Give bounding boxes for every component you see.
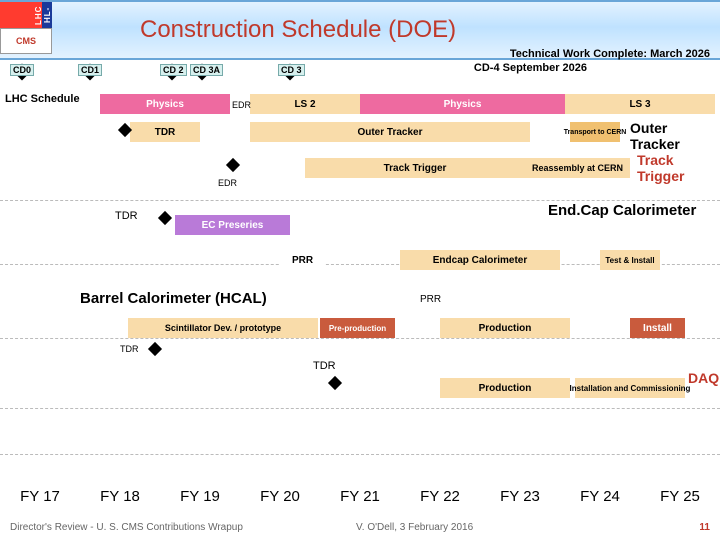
gantt-bar: EC Preseries: [175, 215, 290, 235]
gantt-bar: Test & Install: [600, 250, 660, 270]
fiscal-year-label: FY 18: [80, 488, 160, 512]
gantt-bar: Install: [630, 318, 685, 338]
annotation-label: EDR: [218, 178, 237, 188]
gantt-bar: Endcap Calorimeter: [400, 250, 560, 270]
divider-line: [0, 338, 720, 339]
small-diamond: [148, 342, 162, 356]
gantt-bar: Installation and Commissioning: [575, 378, 685, 398]
fiscal-year-label: FY 24: [560, 488, 640, 512]
fiscal-year-row: FY 17FY 18FY 19FY 20FY 21FY 22FY 23FY 24…: [0, 488, 720, 512]
gantt-bar: LS 3: [565, 94, 715, 114]
milestone-label: CD 2: [160, 64, 187, 76]
small-diamond: [226, 158, 240, 172]
gantt-bar: Production: [440, 378, 570, 398]
page-number: 11: [699, 522, 710, 533]
small-diamond: [158, 211, 172, 225]
gantt-bar: PRR: [280, 250, 325, 270]
gantt-bar: TDR: [130, 122, 200, 142]
gantt-bar: Scintillator Dev. / prototype: [128, 318, 318, 338]
divider-line: [0, 200, 720, 201]
divider-line: [0, 408, 720, 409]
section-big-label: Barrel Calorimeter (HCAL): [80, 290, 267, 307]
milestone-row: CD0 CD1 CD 2CD 3A CD 3: [0, 62, 720, 82]
gantt-bar: Physics: [100, 94, 230, 114]
footer-center: V. O'Dell, 3 February 2016: [356, 522, 473, 533]
annotation-label: TDR: [120, 344, 139, 354]
fiscal-year-label: FY 17: [0, 488, 80, 512]
fiscal-year-label: FY 20: [240, 488, 320, 512]
annotation-label: TDR: [313, 360, 336, 372]
gantt-bar: LS 2: [250, 94, 360, 114]
section-big-label: End.Cap Calorimeter: [548, 202, 696, 219]
gantt-bar: Pre-production: [320, 318, 395, 338]
milestone-label: CD 3: [278, 64, 305, 76]
tech-complete-line1: Technical Work Complete: March 2026: [510, 48, 710, 60]
section-big-label: DAQ: [688, 370, 719, 386]
gantt-bar: Production: [440, 318, 570, 338]
gantt-bar: Track Trigger: [305, 158, 525, 178]
divider-line: [0, 454, 720, 455]
lhc-schedule-label: LHC Schedule: [5, 93, 80, 105]
gantt-bar: Physics: [360, 94, 565, 114]
milestone-label: CD0: [10, 64, 34, 76]
gantt-bar: Reassembly at CERN: [525, 158, 630, 178]
fiscal-year-label: FY 23: [480, 488, 560, 512]
annotation-label: EDR: [232, 100, 251, 110]
gantt-bar: Transport to CERN: [570, 122, 620, 142]
fiscal-year-label: FY 22: [400, 488, 480, 512]
cms-logo: CMS: [0, 28, 52, 54]
milestone-label: CD 3A: [190, 64, 223, 76]
small-diamond: [328, 376, 342, 390]
section-big-label: Outer Tracker: [630, 120, 720, 152]
gantt-bar: Outer Tracker: [250, 122, 530, 142]
fiscal-year-label: FY 21: [320, 488, 400, 512]
footer: Director's Review - U. S. CMS Contributi…: [0, 514, 720, 540]
annotation-label: TDR: [115, 210, 138, 222]
fiscal-year-label: FY 19: [160, 488, 240, 512]
logo-block: HL-LHC CMS: [0, 2, 52, 54]
footer-left: Director's Review - U. S. CMS Contributi…: [10, 522, 243, 533]
section-big-label: Track Trigger: [637, 152, 720, 184]
annotation-label: PRR: [420, 294, 441, 305]
fiscal-year-label: FY 25: [640, 488, 720, 512]
hllhc-logo: HL-LHC: [0, 2, 52, 28]
milestone-label: CD1: [78, 64, 102, 76]
page-title: Construction Schedule (DOE): [140, 16, 456, 44]
